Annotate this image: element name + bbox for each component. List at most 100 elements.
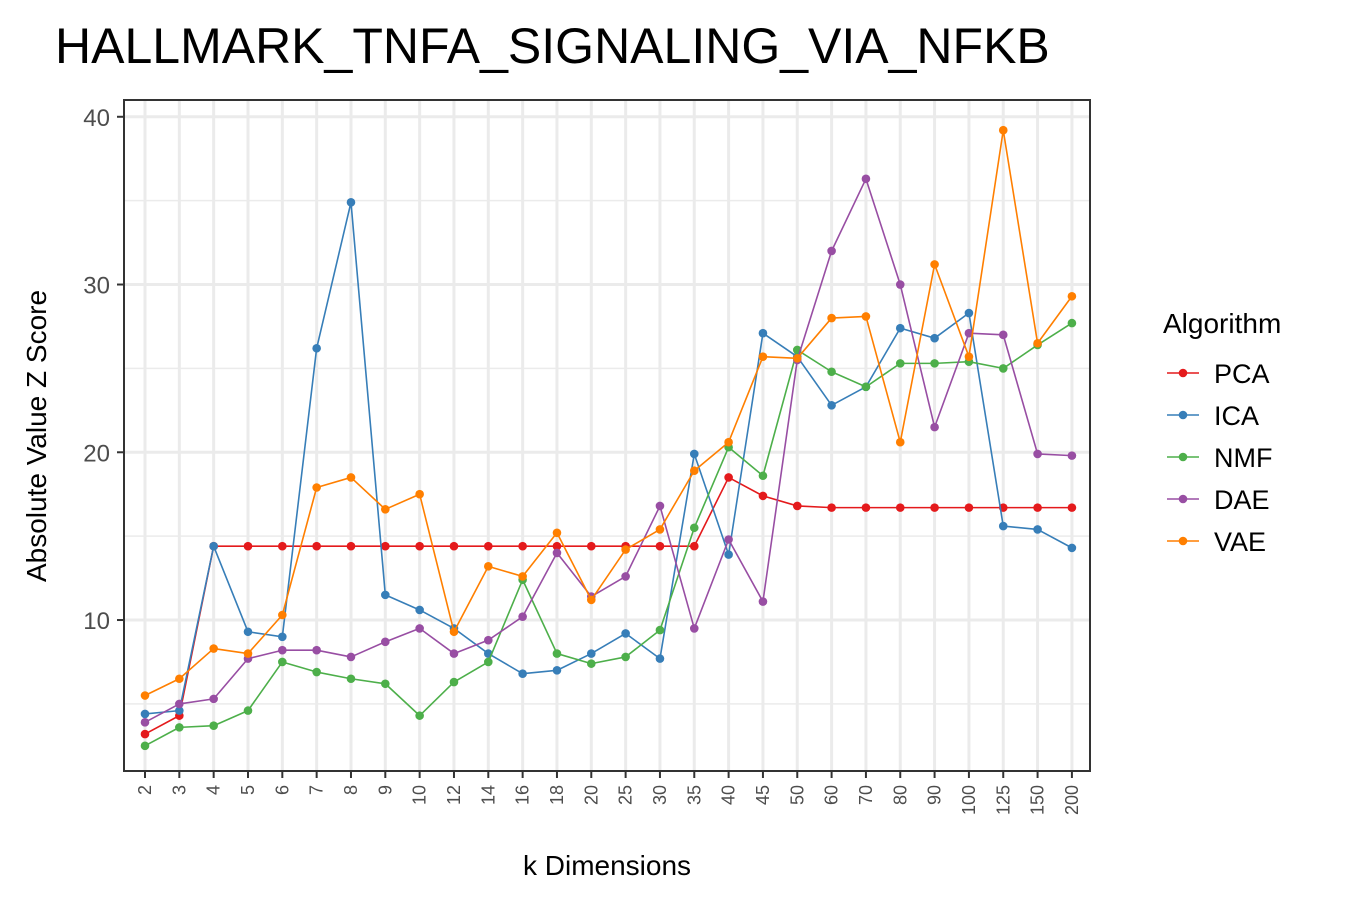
data-point-dae [140,718,150,727]
data-point-nmf [415,711,424,720]
data-point-pca [792,501,802,511]
data-point-nmf [586,659,596,668]
data-point-vae [586,595,596,605]
data-point-vae [621,545,630,554]
x-tick-label: 90 [925,785,945,805]
data-point-nmf [1067,318,1077,328]
data-point-vae [998,125,1008,135]
data-point-vae [175,674,184,684]
x-tick-label: 40 [719,785,739,805]
data-point-vae [381,505,390,514]
x-tick-label: 150 [1028,785,1048,815]
x-tick-label: 50 [787,785,807,805]
y-tick-label: 40 [83,105,110,132]
data-point-pca [655,541,665,551]
data-point-dae [415,624,424,633]
legend-label-vae: VAE [1214,527,1266,557]
data-point-dae [655,501,665,511]
x-tick-label: 35 [684,785,704,805]
data-point-dae [621,572,630,581]
data-point-nmf [689,523,699,533]
data-point-dae [209,694,218,704]
series-layer [140,125,1077,751]
data-point-nmf [449,677,459,687]
data-point-nmf [998,364,1008,373]
data-point-vae [930,260,939,269]
data-point-nmf [312,667,321,677]
legend-marker-dae [1178,494,1188,504]
legend-label-pca: PCA [1214,359,1270,389]
data-point-dae [758,597,768,606]
data-point-pca [518,541,527,551]
data-point-pca [552,541,562,551]
data-point-pca [586,541,596,551]
y-axis: 10 20 30 40 [83,105,124,635]
x-tick-label: 2 [135,785,155,795]
y-tick-label: 10 [83,608,110,635]
data-point-ica [1067,543,1077,553]
data-point-dae [861,174,871,184]
data-point-vae [552,528,562,538]
data-point-pca [861,503,871,512]
data-point-nmf [861,382,871,392]
data-point-pca [964,503,974,512]
data-point-vae [484,562,493,571]
data-point-pca [827,503,836,512]
data-point-pca [278,541,287,551]
data-point-nmf [621,652,630,662]
x-tick-label: 60 [822,785,842,805]
data-point-vae [1033,338,1042,348]
x-tick-label: 14 [478,785,498,805]
x-tick-label: 100 [959,785,979,815]
data-point-nmf [140,741,150,751]
data-point-pca [895,503,905,512]
data-point-pca [1067,503,1077,512]
data-point-vae [861,312,871,321]
data-point-dae [381,637,390,647]
data-point-ica [140,709,150,719]
data-point-nmf [243,706,253,715]
data-point-nmf [552,649,562,658]
data-point-ica [518,669,527,679]
data-point-pca [724,473,733,482]
legend-marker-ica [1178,410,1188,420]
data-point-vae [312,483,321,492]
data-point-nmf [175,723,184,732]
data-point-dae [1033,449,1042,459]
y-axis-label: Absolute Value Z Score [21,290,52,582]
legend-marker-pca [1178,368,1188,378]
x-tick-label: 70 [856,785,876,805]
data-point-ica [621,629,630,638]
x-tick-label: 200 [1062,785,1082,815]
data-point-dae [346,652,356,662]
legend-label-dae: DAE [1214,485,1270,515]
data-point-pca [689,541,699,551]
x-tick-label: 5 [238,785,258,795]
data-point-ica [586,649,596,658]
data-point-dae [930,422,939,432]
data-point-vae [724,437,733,447]
x-tick-label: 30 [650,785,670,805]
data-point-dae [1067,451,1077,460]
data-point-ica [689,449,699,459]
series-line-vae [144,129,1073,697]
data-point-dae [449,649,459,658]
x-tick-label: 45 [753,785,773,805]
legend-title: Algorithm [1163,308,1281,339]
data-point-ica [758,328,768,338]
data-point-pca [484,541,493,551]
data-point-pca [346,541,356,551]
legend-label-ica: ICA [1214,401,1259,431]
series-line-nmf [144,322,1073,747]
x-tick-label: 16 [513,785,533,805]
data-point-pca [1033,503,1042,512]
x-axis: 2 3 4 5 6 7 8 9 10 12 14 16 18 20 25 30 35 40 45 50 60 70 80 90… [135,771,1082,815]
data-point-vae [964,352,974,361]
legend-item-ica: ICA [1167,401,1259,431]
data-point-pca [449,541,459,551]
data-point-dae [278,645,287,655]
data-point-vae [655,525,665,534]
data-point-nmf [278,657,287,667]
x-tick-label: 20 [581,785,601,805]
